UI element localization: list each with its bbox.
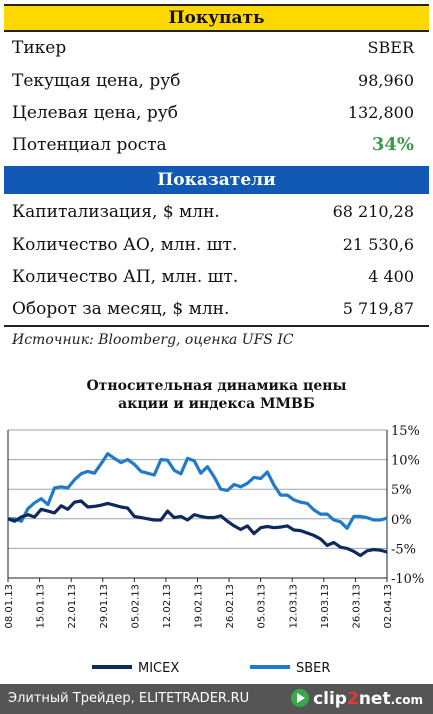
chart-title-line1: Относительная динамика цены — [86, 378, 347, 394]
x-tick-label: 12.03.13 — [288, 584, 299, 629]
growth-potential-label: Потенциал роста — [12, 135, 167, 155]
monthly-turnover-row: Оборот за месяц, $ млн. 5 719,87 — [12, 293, 420, 325]
y-tick-label: 5% — [391, 483, 412, 498]
logo-part-tail: net — [358, 689, 391, 709]
y-tick-label: 15% — [391, 424, 420, 439]
clip2net-logo: clip2net.com — [291, 687, 423, 711]
chart-title-line2: акции и индекса ММВБ — [118, 396, 315, 412]
table-divider — [4, 325, 429, 327]
capitalization-label: Капитализация, $ млн. — [12, 202, 220, 222]
target-price-row: Целевая цена, руб 132,800 — [12, 97, 420, 129]
series-line-micex — [7, 499, 388, 558]
x-tick-label: 15.01.13 — [36, 584, 47, 629]
x-tick-label: 29.01.13 — [99, 584, 110, 629]
preferred-shares-row: Количество АП, млн. шт. 4 400 — [12, 261, 420, 293]
capitalization-value: 68 210,28 — [332, 202, 414, 221]
ticker-value: SBER — [367, 38, 414, 57]
ticker-row: Тикер SBER — [12, 32, 420, 64]
growth-potential-row: Потенциал роста 34% — [12, 129, 420, 161]
logo-part-main: clip — [313, 689, 347, 709]
legend-label-micex: MICEX — [138, 661, 179, 676]
monthly-turnover-label: Оборот за месяц, $ млн. — [12, 299, 230, 319]
relative-dynamics-chart: 15% 10% 5% 0% -5% -10% 08.01.13 15.01.13 22.01.1… — [4, 424, 424, 676]
x-tick-label: 26.03.13 — [351, 584, 362, 629]
growth-potential-value: 34% — [371, 134, 414, 155]
common-shares-label: Количество АО, млн. шт. — [12, 235, 238, 255]
monthly-turnover-value: 5 719,87 — [342, 299, 414, 318]
x-tick-label: 08.01.13 — [4, 584, 15, 629]
x-tick-label: 05.03.13 — [257, 584, 268, 629]
current-price-value: 98,960 — [358, 71, 414, 90]
buy-header: Покупать — [4, 4, 429, 32]
capitalization-row: Капитализация, $ млн. 68 210,28 — [12, 196, 420, 228]
play-icon — [291, 689, 310, 707]
ticker-label: Тикер — [12, 38, 67, 58]
source-note: Источник: Bloomberg, оценка UFS IC — [12, 332, 294, 348]
x-tick-label: 26.02.13 — [225, 584, 236, 629]
x-tick-label: 19.03.13 — [320, 584, 331, 629]
y-tick-label: -10% — [391, 572, 424, 587]
y-tick-label: 10% — [391, 454, 420, 469]
x-tick-label: 05.02.13 — [130, 584, 141, 629]
x-tick-label: 12.02.13 — [162, 584, 173, 629]
footer-text: Элитный Трейдер, ELITETRADER.RU — [8, 691, 250, 706]
target-price-value: 132,800 — [347, 103, 414, 122]
current-price-row: Текущая цена, руб 98,960 — [12, 65, 420, 97]
x-tick-label: 02.04.13 — [383, 584, 394, 629]
current-price-label: Текущая цена, руб — [12, 71, 181, 91]
y-tick-label: 0% — [391, 513, 412, 528]
x-tick-label: 22.01.13 — [67, 584, 78, 629]
logo-part-accent: 2 — [346, 689, 359, 709]
preferred-shares-label: Количество АП, млн. шт. — [12, 267, 239, 287]
footer-bar: Элитный Трейдер, ELITETRADER.RU clip2net… — [0, 684, 433, 714]
series-line-sber — [8, 452, 388, 530]
preferred-shares-value: 4 400 — [368, 267, 414, 286]
target-price-label: Целевая цена, руб — [12, 103, 178, 123]
indicators-header: Показатели — [4, 166, 429, 194]
logo-part-suffix: .com — [390, 693, 423, 707]
common-shares-row: Количество АО, млн. шт. 21 530,6 — [12, 229, 420, 261]
y-tick-label: -5% — [391, 542, 416, 557]
x-tick-label: 19.02.13 — [194, 584, 205, 629]
common-shares-value: 21 530,6 — [342, 235, 414, 254]
legend-label-sber: SBER — [296, 661, 330, 676]
